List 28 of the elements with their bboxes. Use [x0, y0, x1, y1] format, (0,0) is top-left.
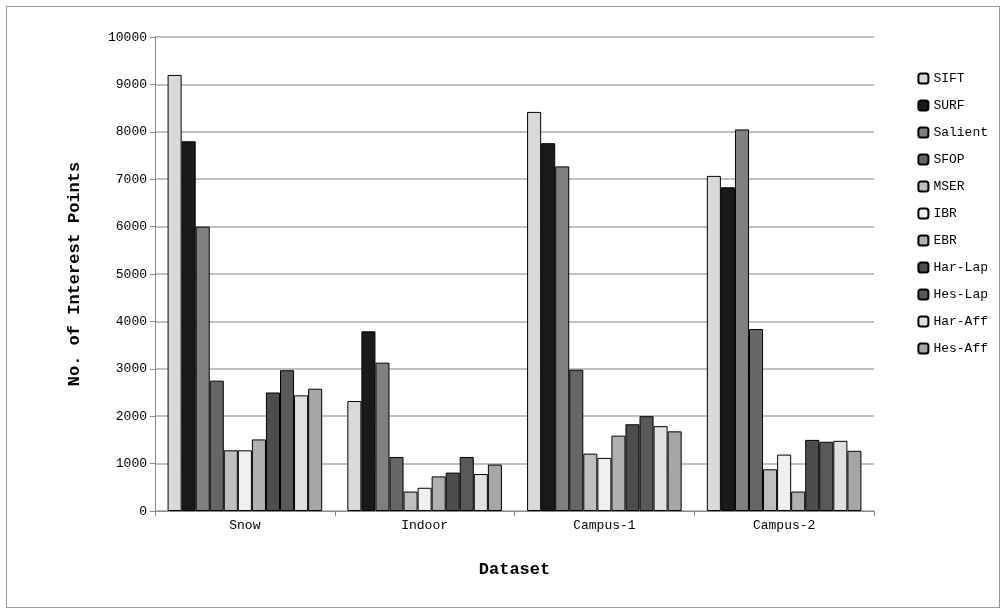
- x-tick-label: Indoor: [401, 518, 449, 533]
- y-tick-label: 2000: [115, 408, 147, 424]
- x-tick-label: Campus-1: [573, 518, 636, 533]
- y-tick-label: 4000: [115, 313, 147, 329]
- legend-label: Hes-Aff: [933, 341, 988, 356]
- y-tick-label: 0: [139, 503, 147, 519]
- y-tick-label: 6000: [115, 219, 147, 235]
- legend-label: SIFT: [933, 71, 965, 86]
- y-tick-label: 1000: [115, 456, 147, 472]
- legend-label: EBR: [933, 233, 957, 248]
- legend-label: Har-Lap: [933, 260, 988, 275]
- x-tick-label: Campus-2: [752, 518, 816, 533]
- y-tick-label: 9000: [115, 76, 147, 92]
- y-axis-title: No. of Interest Points: [65, 161, 84, 387]
- y-tick-label: 5000: [115, 266, 147, 282]
- legend-label: Har-Aff: [933, 314, 988, 329]
- legend-label: SURF: [933, 98, 965, 113]
- legend-label: Hes-Lap: [933, 287, 988, 302]
- y-tick-label: 7000: [115, 171, 147, 187]
- legend-label: IBR: [933, 206, 957, 221]
- y-tick-label: 8000: [115, 124, 147, 140]
- x-tick-label: Snow: [229, 518, 261, 533]
- y-tick-label: 3000: [115, 361, 147, 377]
- legend-label: Salient: [933, 125, 988, 140]
- x-axis-title: Dataset: [478, 560, 551, 579]
- legend-label: MSER: [933, 179, 965, 194]
- legend-label: SFOP: [933, 152, 965, 167]
- y-tick-label: 10000: [107, 29, 147, 45]
